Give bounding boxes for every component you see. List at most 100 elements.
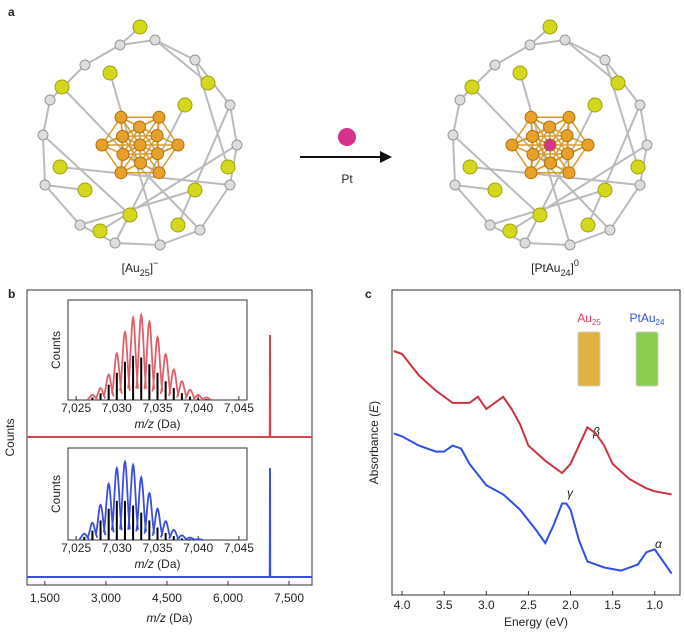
x-tick-label: 7,030 bbox=[102, 541, 132, 555]
pt-atom bbox=[338, 128, 356, 146]
isotope-envelope bbox=[168, 368, 180, 397]
x-tick-label: 7,035 bbox=[142, 401, 172, 415]
sulfur-link-atom bbox=[37, 129, 49, 141]
bond bbox=[42, 134, 46, 186]
gold-atom bbox=[562, 166, 576, 180]
isotope-envelope bbox=[176, 534, 188, 541]
bond bbox=[454, 184, 491, 226]
x-tick-label: 6,000 bbox=[213, 591, 243, 605]
sulfur-link-atom bbox=[484, 219, 496, 231]
gold-atom bbox=[524, 110, 538, 124]
axis-title-part: (Da) bbox=[154, 417, 181, 431]
axis-title: m/z (Da) bbox=[134, 557, 180, 571]
bond bbox=[489, 189, 606, 226]
gold-atom bbox=[524, 166, 538, 180]
bond bbox=[452, 134, 541, 216]
x-tick-label: 7,025 bbox=[61, 401, 91, 415]
x-tick-label: 2.5 bbox=[520, 598, 537, 612]
bond bbox=[159, 229, 201, 246]
x-tick-label: 4,500 bbox=[152, 591, 182, 605]
sulfur-atom bbox=[170, 217, 186, 233]
x-tick-label: 3.0 bbox=[478, 598, 495, 612]
label-part: [PtAu bbox=[531, 261, 560, 275]
bond bbox=[59, 166, 231, 186]
bond bbox=[452, 99, 461, 136]
isotope-envelope bbox=[111, 465, 123, 531]
sulfur-link-atom bbox=[599, 54, 611, 66]
bond bbox=[194, 59, 229, 168]
bond bbox=[109, 72, 161, 246]
isotope-envelope bbox=[143, 491, 156, 534]
sulfur-link-atom bbox=[634, 179, 646, 191]
isotope-envelope bbox=[168, 528, 180, 540]
legend-sub: 24 bbox=[656, 318, 665, 327]
plot-frame bbox=[391, 289, 681, 596]
sulfur-link-atom bbox=[641, 139, 653, 151]
isotope-envelope bbox=[151, 507, 164, 537]
gold-atom bbox=[543, 138, 557, 152]
gold-atom bbox=[581, 138, 595, 152]
label-sub: 25 bbox=[140, 268, 150, 278]
x-tick-label: 1.5 bbox=[604, 598, 621, 612]
axis-title-part: m/z bbox=[134, 557, 153, 571]
axis-title-part: m/z bbox=[146, 611, 165, 625]
bond bbox=[84, 44, 121, 66]
x-tick-label: 3.5 bbox=[436, 598, 453, 612]
sulfur-atom bbox=[587, 97, 603, 113]
sulfur-link-atom bbox=[149, 34, 161, 46]
bond bbox=[639, 104, 648, 146]
sulfur-atom bbox=[187, 182, 203, 198]
reagent-label: Pt bbox=[341, 172, 353, 186]
bond bbox=[42, 99, 51, 136]
label-part: ] bbox=[150, 261, 153, 275]
isotope-envelope bbox=[151, 334, 164, 392]
gold-atom bbox=[152, 166, 166, 180]
sulfur-atom bbox=[512, 65, 528, 81]
bond bbox=[564, 39, 606, 61]
legend-sub: 25 bbox=[592, 318, 601, 327]
axis-title-part: Absorbance ( bbox=[367, 413, 381, 484]
absorbance-line bbox=[393, 432, 673, 575]
sulfur-link-atom bbox=[634, 99, 646, 111]
sulfur-atom bbox=[597, 182, 613, 198]
bond bbox=[79, 189, 196, 226]
sulfur-atom bbox=[580, 217, 596, 233]
panel-label: a bbox=[8, 5, 15, 19]
sulfur-atom bbox=[132, 19, 148, 35]
isotope-envelope bbox=[184, 388, 196, 400]
annotation: α bbox=[655, 537, 663, 551]
x-tick-label: 4.0 bbox=[394, 598, 411, 612]
gold-atom bbox=[526, 147, 540, 161]
isotope-envelope bbox=[119, 459, 131, 530]
sulfur-atom bbox=[92, 223, 108, 239]
isotope-envelope bbox=[159, 520, 172, 538]
sulfur-link-atom bbox=[231, 139, 243, 151]
sulfur-atom bbox=[77, 182, 93, 198]
sulfur-link-atom bbox=[79, 59, 91, 71]
bond bbox=[452, 134, 456, 186]
sulfur-link-atom bbox=[449, 179, 461, 191]
axis-title: Counts bbox=[3, 418, 17, 456]
bond bbox=[524, 242, 571, 246]
axis-title-part: m/z bbox=[134, 417, 153, 431]
axis-title: Energy (eV) bbox=[504, 615, 568, 629]
sulfur-atom bbox=[200, 75, 216, 91]
sulfur-link-atom bbox=[74, 219, 86, 231]
bond bbox=[154, 39, 196, 61]
x-tick-label: 1,500 bbox=[30, 591, 60, 605]
gold-atom bbox=[525, 129, 539, 143]
bond bbox=[529, 39, 566, 46]
isotope-envelope bbox=[102, 481, 115, 533]
sulfur-atom bbox=[532, 207, 548, 223]
sulfur-atom bbox=[462, 159, 478, 175]
isotope-envelope bbox=[135, 312, 147, 389]
sulfur-link-atom bbox=[519, 237, 531, 249]
x-tick-label: 7,045 bbox=[224, 541, 254, 555]
gold-atom bbox=[133, 156, 147, 170]
sulfur-link-atom bbox=[194, 224, 206, 236]
label-sup: − bbox=[153, 258, 158, 268]
gold-atom bbox=[561, 147, 575, 161]
sulfur-link-atom bbox=[604, 224, 616, 236]
cluster-label: [PtAu24]0 bbox=[531, 258, 579, 278]
gold-atom bbox=[505, 138, 519, 152]
